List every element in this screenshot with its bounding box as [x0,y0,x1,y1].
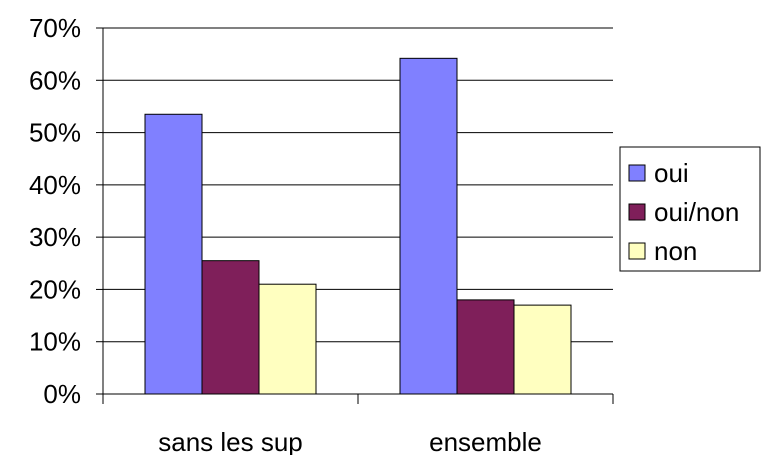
y-tick-label: 0% [43,379,81,409]
legend-label: oui [654,158,689,188]
legend-swatch [628,164,646,182]
legend-label: non [654,236,697,266]
x-tick-label: ensemble [429,427,542,455]
bar-oui-0 [144,113,203,395]
y-tick-label: 60% [29,65,81,95]
y-tick-label: 30% [29,222,81,252]
legend-swatch [628,242,646,260]
y-tick-label: 50% [29,118,81,148]
y-tick-labels: 0% 10% 20% 30% 40% 50% 60% 70% [29,13,81,409]
legend-label: oui/non [654,197,739,227]
bar-oui-1 [399,57,458,395]
y-tick-label: 10% [29,327,81,357]
bar-oui-non-0 [201,260,260,395]
bar-non-1 [513,304,572,395]
y-tick-label: 20% [29,274,81,304]
bars [144,57,572,395]
bar-non-0 [258,283,317,395]
axes [96,27,614,404]
legend: oui oui/non non [619,146,761,272]
legend-swatch [628,203,646,221]
y-tick-label: 70% [29,13,81,43]
x-tick-labels: sans les sup ensemble [158,427,542,457]
x-tick-label: sans les sup [158,427,303,455]
bar-oui-non-1 [456,299,515,395]
y-tick-label: 40% [29,170,81,200]
